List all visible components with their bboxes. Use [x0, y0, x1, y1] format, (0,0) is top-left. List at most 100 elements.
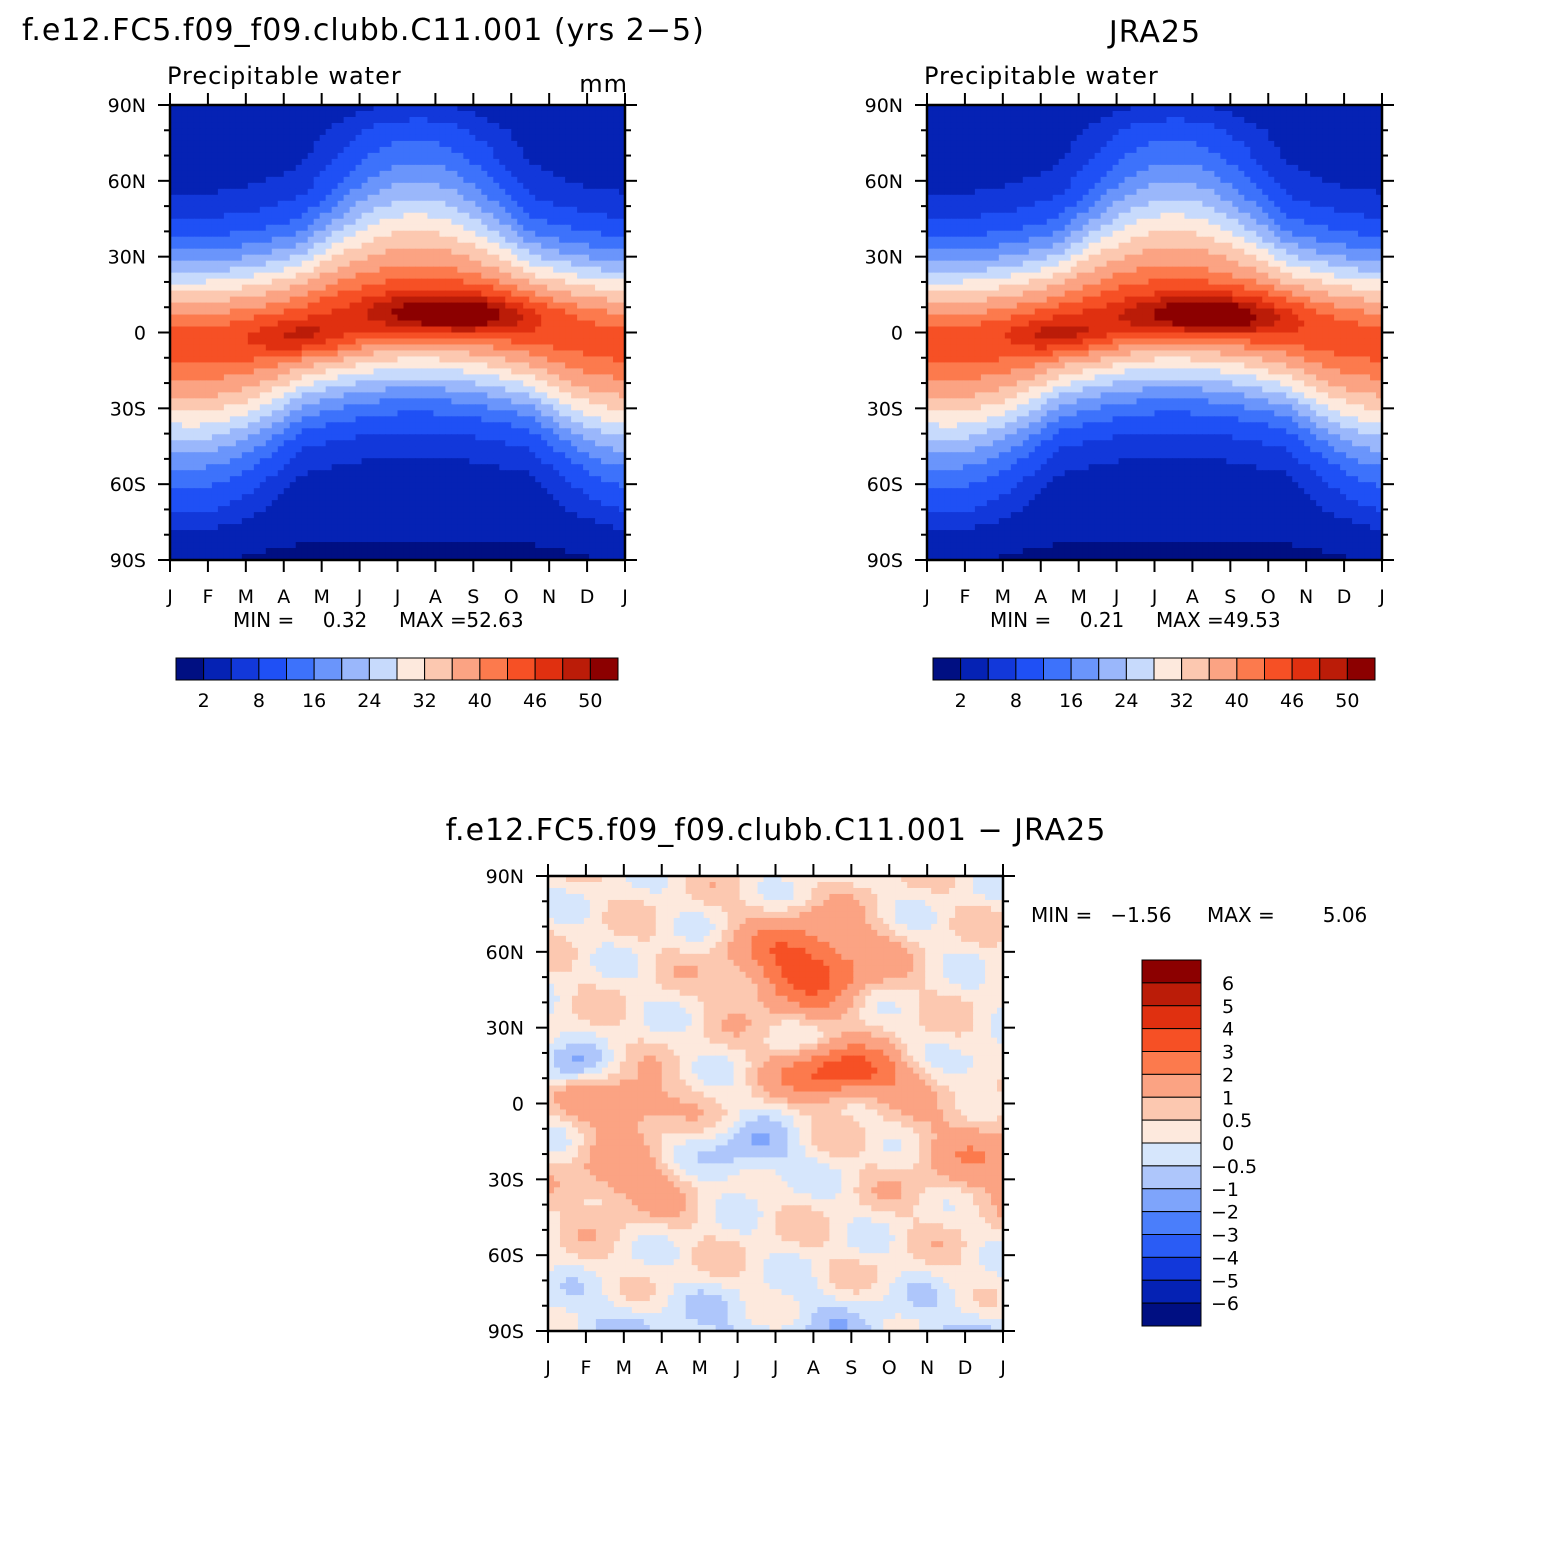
contour-cell — [379, 266, 387, 274]
contour-cell — [349, 308, 357, 316]
contour-cell — [439, 428, 446, 435]
contour-cell — [445, 470, 452, 477]
contour-cell — [247, 446, 255, 453]
contour-cell — [619, 278, 626, 286]
contour-cell — [265, 242, 273, 250]
contour-cell — [343, 464, 351, 471]
contour-cell — [385, 152, 393, 160]
contour-cell — [499, 194, 506, 202]
contour-cell — [499, 242, 506, 250]
contour-cell — [187, 248, 195, 256]
contour-cell — [307, 140, 315, 148]
contour-cell — [505, 110, 512, 118]
contour-cell — [601, 182, 608, 190]
contour-cell — [187, 164, 195, 172]
contour-cell — [361, 182, 369, 190]
contour-cell — [271, 170, 279, 178]
contour-cell — [523, 200, 530, 208]
contour-cell — [595, 338, 602, 346]
contour-cell — [211, 422, 219, 429]
contour-cell — [235, 326, 243, 334]
contour-cell — [481, 182, 488, 190]
contour-cell — [565, 284, 572, 292]
contour-cell — [601, 338, 608, 346]
contour-cell — [589, 278, 596, 286]
contour-cell — [493, 182, 500, 190]
contour-cell — [403, 266, 411, 274]
contour-cell — [415, 356, 423, 364]
contour-cell — [265, 308, 273, 316]
contour-cell — [601, 146, 608, 154]
contour-cell — [235, 488, 243, 495]
contour-cell — [535, 464, 542, 471]
contour-cell — [199, 218, 207, 226]
contour-cell — [241, 422, 249, 429]
contour-cell — [523, 182, 530, 190]
contour-cell — [283, 134, 291, 142]
contour-cell — [391, 170, 399, 178]
contour-cell — [403, 110, 411, 118]
contour-cell — [553, 368, 560, 376]
contour-cell — [439, 476, 446, 483]
contour-cell — [271, 374, 279, 381]
contour-cell — [487, 482, 494, 489]
contour-cell — [367, 170, 375, 178]
contour-cell — [337, 146, 345, 154]
contour-cell — [427, 140, 435, 148]
contour-cell — [559, 458, 566, 465]
contour-cell — [391, 146, 399, 154]
contour-cell — [181, 152, 189, 160]
contour-cell — [487, 146, 494, 154]
contour-cell — [295, 356, 303, 364]
contour-cell — [559, 146, 566, 154]
contour-cell — [571, 482, 578, 489]
contour-cell — [481, 116, 488, 124]
contour-cell — [187, 236, 195, 244]
contour-cell — [373, 242, 381, 250]
contour-cell — [517, 278, 524, 286]
contour-cell — [337, 206, 345, 214]
contour-cell — [457, 344, 464, 352]
contour-cell — [337, 440, 345, 447]
contour-cell — [397, 146, 405, 154]
contour-cell — [529, 218, 536, 226]
contour-cell — [559, 302, 566, 310]
contour-cell — [499, 440, 506, 447]
contour-cell — [175, 380, 183, 387]
contour-cell — [391, 410, 399, 417]
contour-cell — [619, 332, 626, 340]
contour-cell — [295, 482, 303, 489]
contour-cell — [469, 362, 476, 370]
contour-cell — [409, 218, 417, 226]
contour-cell — [367, 404, 375, 411]
contour-cell — [289, 105, 297, 112]
contour-cell — [523, 152, 530, 160]
contour-cell — [187, 338, 195, 346]
contour-cell — [223, 488, 231, 495]
contour-cell — [205, 488, 213, 495]
contour-cell — [349, 170, 357, 178]
contour-cell — [301, 380, 309, 387]
contour-cell — [511, 446, 518, 453]
contour-cell — [499, 254, 506, 262]
contour-cell — [427, 188, 435, 196]
contour-cell — [259, 122, 267, 130]
contour-cell — [223, 146, 231, 154]
contour-cell — [385, 188, 393, 196]
contour-cell — [421, 302, 429, 310]
contour-cell — [199, 146, 207, 154]
contour-cell — [601, 380, 608, 387]
contour-cell — [499, 338, 506, 346]
contour-cell — [427, 326, 435, 334]
contour-cell — [349, 338, 357, 346]
contour-cell — [487, 206, 494, 214]
contour-cell — [535, 158, 542, 166]
contour-cell — [427, 164, 435, 172]
contour-cell — [463, 134, 470, 142]
contour-cell — [295, 296, 303, 304]
contour-cell — [559, 362, 566, 370]
contour-cell — [170, 200, 177, 208]
contour-cell — [403, 194, 411, 202]
contour-cell — [379, 332, 387, 340]
contour-cell — [170, 248, 177, 256]
